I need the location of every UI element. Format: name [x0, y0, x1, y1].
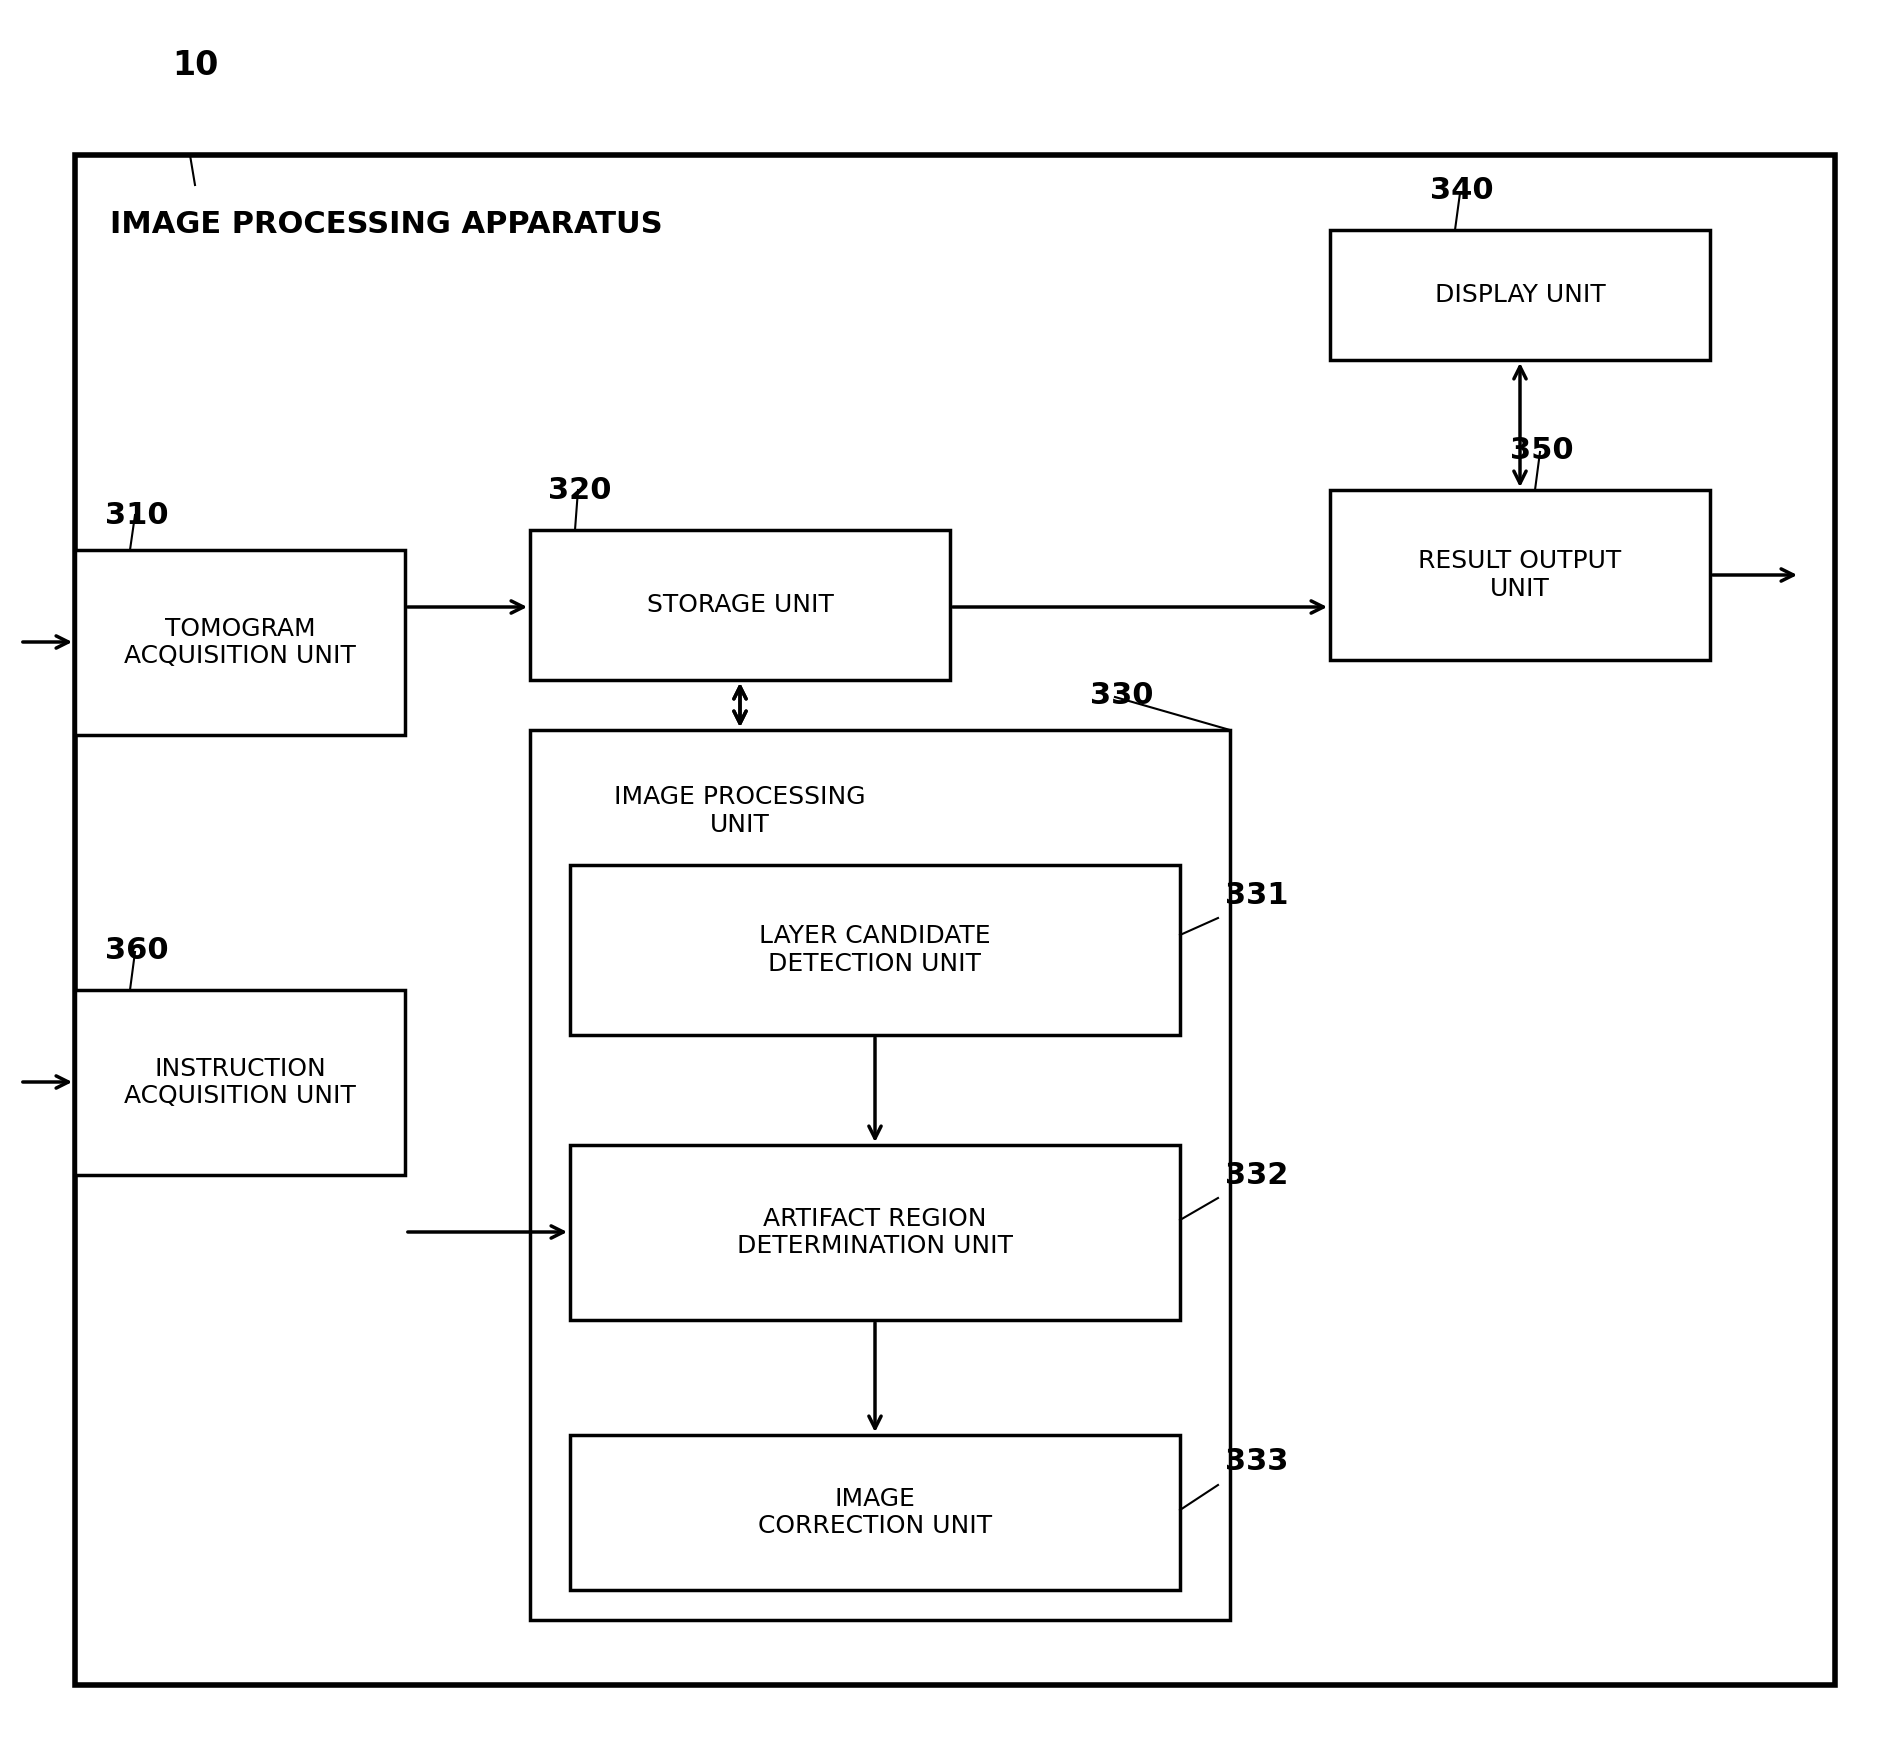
Bar — [569, 1434, 1180, 1590]
Bar — [74, 155, 1835, 1686]
Text: 320: 320 — [548, 475, 611, 504]
Text: IMAGE PROCESSING
UNIT: IMAGE PROCESSING UNIT — [615, 785, 866, 838]
Text: ARTIFACT REGION
DETERMINATION UNIT: ARTIFACT REGION DETERMINATION UNIT — [737, 1206, 1013, 1258]
Text: 350: 350 — [1510, 436, 1573, 464]
Bar — [74, 550, 406, 735]
Text: RESULT OUTPUT
UNIT: RESULT OUTPUT UNIT — [1418, 550, 1622, 600]
Text: 332: 332 — [1224, 1160, 1289, 1190]
Bar — [529, 530, 950, 681]
Text: 360: 360 — [105, 935, 169, 965]
Text: INSTRUCTION
ACQUISITION UNIT: INSTRUCTION ACQUISITION UNIT — [124, 1057, 356, 1108]
Text: TOMOGRAM
ACQUISITION UNIT: TOMOGRAM ACQUISITION UNIT — [124, 616, 356, 668]
Bar — [569, 1145, 1180, 1319]
Text: 310: 310 — [105, 501, 169, 529]
Bar — [1331, 230, 1710, 359]
Text: DISPLAY UNIT: DISPLAY UNIT — [1434, 283, 1605, 307]
Text: 331: 331 — [1224, 881, 1289, 909]
Text: 333: 333 — [1224, 1448, 1289, 1476]
Text: LAYER CANDIDATE
DETECTION UNIT: LAYER CANDIDATE DETECTION UNIT — [760, 925, 990, 975]
Bar — [529, 729, 1230, 1619]
Text: IMAGE
CORRECTION UNIT: IMAGE CORRECTION UNIT — [758, 1487, 992, 1539]
Text: IMAGE PROCESSING APPARATUS: IMAGE PROCESSING APPARATUS — [110, 209, 663, 239]
Text: STORAGE UNIT: STORAGE UNIT — [647, 593, 834, 618]
Bar — [1331, 490, 1710, 660]
Text: 340: 340 — [1430, 176, 1493, 204]
Bar — [569, 866, 1180, 1035]
Bar — [74, 989, 406, 1174]
Text: 10: 10 — [171, 49, 219, 82]
Text: 330: 330 — [1089, 681, 1154, 710]
